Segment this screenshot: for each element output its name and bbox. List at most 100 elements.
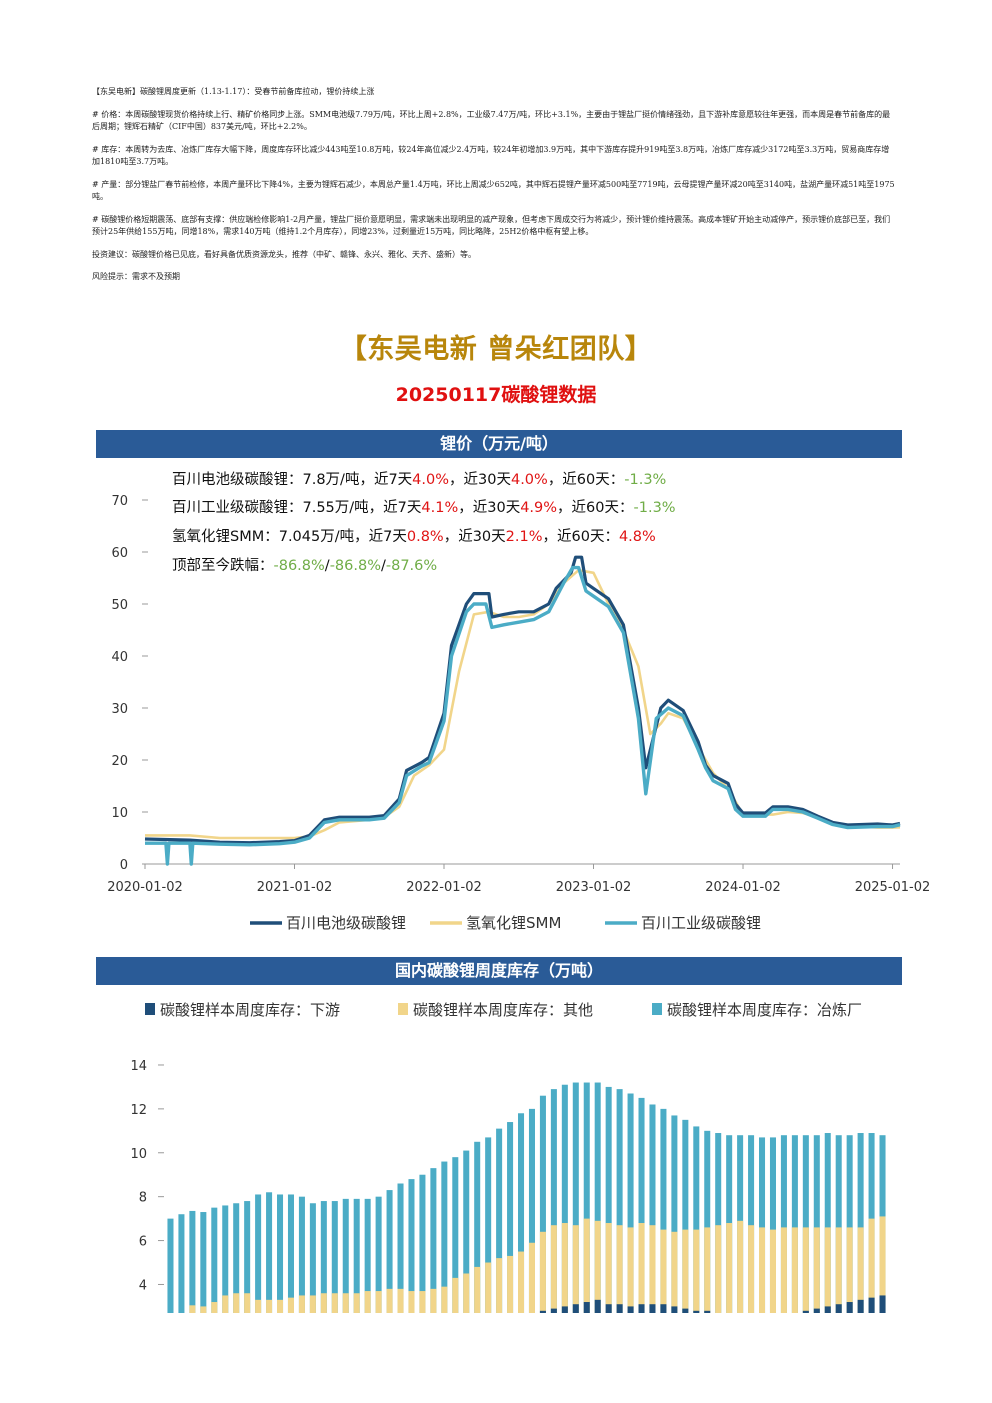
bar-other — [879, 1216, 886, 1313]
annotation-hydroxide-7d: 0.8% — [406, 529, 444, 545]
bar-downstream — [682, 1308, 689, 1313]
bar-smelter — [671, 1115, 678, 1313]
annotation-battery: 百川电池级碳酸锂：7.8万/吨，近7天4.0%，近30天4.0%，近60天：-1… — [172, 468, 666, 489]
annotation-drawdown-prefix: 顶部至今跌幅： — [172, 558, 274, 574]
y-tick-label: 10 — [130, 1147, 147, 1162]
bar-other — [419, 1291, 426, 1313]
bar-other — [660, 1229, 667, 1313]
bar-smelter — [507, 1122, 514, 1313]
bar-smelter — [660, 1108, 667, 1313]
bar-smelter — [496, 1128, 503, 1313]
annotation-industrial-7d: 4.1% — [421, 500, 459, 516]
bar-smelter — [638, 1097, 645, 1313]
bar-smelter — [309, 1203, 316, 1313]
bar-other — [507, 1255, 514, 1313]
bar-smelter — [277, 1194, 284, 1313]
bar-other — [320, 1293, 327, 1313]
inventory-chart-header: 国内碳酸锂周度库存（万吨） — [96, 957, 902, 985]
bar-other — [244, 1293, 251, 1313]
bar-smelter — [331, 1201, 338, 1313]
bar-other — [550, 1225, 557, 1313]
x-tick-label: 2022-01-02 — [406, 880, 482, 895]
bar-other — [452, 1277, 459, 1313]
intro-price: # 价格：本周碳酸锂现货价格持续上行、精矿价格同步上涨。SMM电池级7.79万/… — [92, 109, 891, 132]
bar-other — [408, 1291, 415, 1313]
bar-smelter — [353, 1198, 360, 1313]
annotation-battery-mid2: ，近60天： — [547, 472, 625, 488]
bar-downstream — [594, 1299, 601, 1313]
bar-other — [846, 1227, 853, 1313]
bar-other — [463, 1273, 470, 1313]
bar-downstream — [616, 1304, 623, 1313]
annotation-industrial-mid2: ，近60天： — [557, 500, 634, 516]
bar-downstream — [561, 1306, 568, 1313]
bar-other — [255, 1299, 262, 1313]
annotation-hydroxide-prefix: 氢氧化锂SMM：7.045万/吨，近7天 — [172, 529, 407, 545]
y-tick-label: 50 — [111, 598, 128, 613]
bar-other — [638, 1223, 645, 1313]
bar-smelter — [364, 1198, 371, 1313]
bar-smelter — [594, 1082, 601, 1313]
bar-other — [616, 1225, 623, 1313]
bar-smelter — [550, 1089, 557, 1313]
bar-smelter — [561, 1084, 568, 1313]
legend-swatch — [398, 1003, 408, 1015]
bar-smelter — [298, 1196, 305, 1313]
bar-other — [759, 1227, 766, 1313]
bar-smelter — [386, 1190, 393, 1313]
bar-other — [430, 1288, 437, 1313]
bar-other — [583, 1218, 590, 1313]
bar-other — [298, 1295, 305, 1313]
bar-other — [791, 1227, 798, 1313]
bar-other — [605, 1223, 612, 1313]
bar-smelter — [572, 1082, 579, 1313]
bar-smelter — [211, 1207, 218, 1313]
bar-smelter — [846, 1135, 853, 1313]
bar-smelter — [583, 1082, 590, 1313]
bar-downstream — [802, 1310, 809, 1313]
y-tick-label: 10 — [111, 806, 128, 821]
bar-other — [189, 1305, 196, 1313]
bar-smelter — [649, 1104, 656, 1313]
price-chart-header: 锂价（万元/吨） — [96, 430, 902, 458]
bar-other — [233, 1293, 240, 1313]
bar-downstream — [539, 1310, 546, 1313]
bar-smelter — [342, 1198, 349, 1313]
annotation-battery-mid1: ，近30天 — [449, 472, 511, 488]
y-tick-label: 8 — [139, 1191, 147, 1206]
team-title: 【东吴电新 曾朵红团队】 — [339, 334, 653, 365]
bar-other — [211, 1302, 218, 1313]
x-tick-label: 2021-01-02 — [257, 880, 333, 895]
y-tick-label: 4 — [139, 1278, 147, 1293]
bar-downstream — [813, 1308, 820, 1313]
legend-label: 碳酸锂样本周度库存：冶炼厂 — [667, 1001, 862, 1019]
annotation-industrial: 百川工业级碳酸锂：7.55万/吨，近7天4.1%，近30天4.9%，近60天：-… — [172, 496, 676, 517]
bar-other — [572, 1225, 579, 1313]
bar-other — [824, 1227, 831, 1313]
bar-smelter — [222, 1205, 229, 1313]
intro-risk: 风险提示：需求不及预期 — [92, 272, 180, 281]
bar-other — [496, 1258, 503, 1313]
bar-smelter — [704, 1130, 711, 1313]
bar-smelter — [748, 1135, 755, 1313]
bar-other — [386, 1288, 393, 1313]
bar-other — [441, 1286, 448, 1313]
x-tick-label: 2025-01-02 — [855, 880, 931, 895]
annotation-hydroxide-60d: 4.8% — [618, 529, 656, 545]
y-tick-label: 6 — [139, 1235, 147, 1250]
bar-other — [813, 1227, 820, 1313]
bar-smelter — [474, 1141, 481, 1313]
bar-other — [364, 1291, 371, 1313]
annotation-industrial-60d: -1.3% — [633, 500, 676, 516]
annotation-drawdown-hydroxide: -87.6% — [385, 558, 438, 574]
bar-other — [222, 1295, 229, 1313]
date-title: 20250117碳酸锂数据 — [395, 384, 597, 406]
bar-other — [474, 1266, 481, 1313]
price-chart: 0 10 20 30 40 50 60 70 2020-01-02 2021-01-02 2022-… — [107, 494, 931, 932]
bar-other — [780, 1227, 787, 1313]
bar-downstream — [824, 1306, 831, 1313]
bar-other — [802, 1227, 809, 1313]
intro-advice: 投资建议：碳酸锂价格已见底，看好具备优质资源龙头，推荐（中矿、赣锋、永兴、雅化、… — [92, 249, 476, 259]
legend-label: 氢氧化锂SMM — [466, 914, 561, 932]
bar-smelter — [813, 1135, 820, 1313]
